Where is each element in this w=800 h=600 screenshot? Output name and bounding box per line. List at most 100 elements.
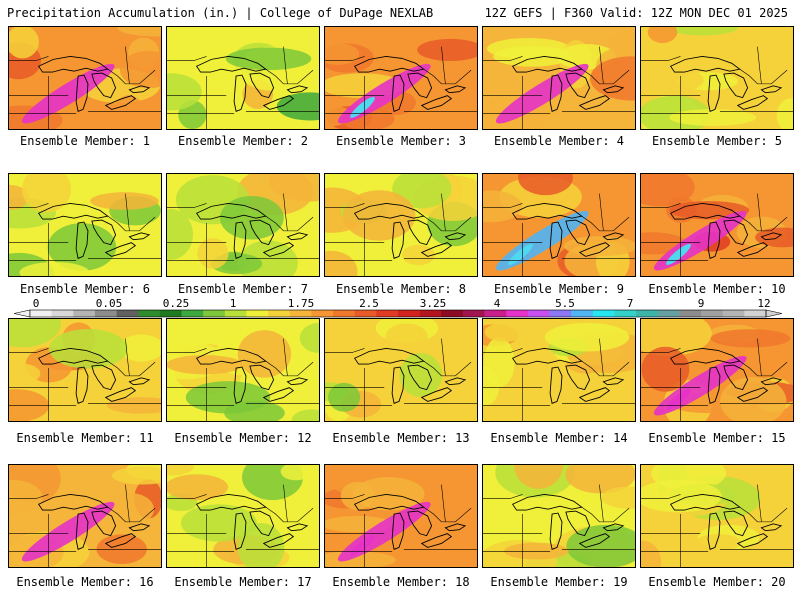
colorbar-segment: [268, 310, 291, 317]
border-line: [283, 338, 288, 376]
colorbar-segment: [592, 310, 615, 317]
border-line: [441, 484, 446, 522]
lake-outline: [37, 55, 109, 73]
lake-outline: [444, 377, 467, 386]
colorbar-segment: [311, 310, 334, 317]
precip-blob: [608, 30, 635, 53]
precip-blob: [342, 190, 416, 241]
colorbar-segment: [51, 310, 74, 317]
colorbar-segment: [203, 310, 226, 317]
precip-blob: [399, 353, 443, 397]
border-line: [325, 56, 365, 61]
precip-map: [9, 27, 161, 129]
precip-map: [325, 174, 477, 276]
precip-blob: [22, 174, 71, 213]
colorbar-segment: [462, 310, 485, 317]
precip-map: [641, 319, 793, 421]
precip-blob: [483, 337, 515, 388]
lake-outline: [511, 493, 583, 511]
lake-outline: [578, 533, 611, 548]
lake-outline: [760, 232, 783, 241]
colorbar-min-arrow: [13, 309, 31, 318]
lake-outline: [233, 512, 247, 550]
precip-map: [325, 27, 477, 129]
lake-outline: [104, 95, 137, 110]
precip-blob: [47, 223, 117, 271]
border-line: [423, 506, 472, 523]
ensemble-panel: [482, 464, 636, 568]
ensemble-panel: [166, 464, 320, 568]
precip-blob: [641, 319, 712, 357]
lake-outline: [549, 366, 563, 404]
precip-blob: [710, 329, 791, 348]
precip-map: [167, 174, 319, 276]
lake-outline: [420, 533, 453, 548]
lake-outline: [249, 510, 275, 537]
precip-map: [167, 319, 319, 421]
border-line: [483, 56, 523, 61]
ensemble-member-label: Ensemble Member: 18: [332, 575, 470, 589]
precip-blob: [9, 27, 39, 59]
ensemble-member-label: Ensemble Member: 9: [493, 282, 625, 296]
ensemble-member-label: Ensemble Member: 1: [19, 134, 151, 148]
title-text: Precipitation Accumulation (in.) | Colle…: [7, 6, 434, 20]
lake-outline: [391, 221, 405, 259]
lake-outline: [391, 512, 405, 550]
precip-blob: [483, 190, 522, 223]
border-line: [107, 506, 156, 523]
lake-outline: [249, 72, 275, 99]
precip-blob: [111, 95, 146, 129]
lake-outline: [233, 366, 247, 404]
ensemble-member-label: Ensemble Member: 15: [648, 431, 786, 445]
lake-outline: [444, 85, 467, 94]
lake-outline: [669, 493, 741, 511]
border-line: [283, 484, 288, 522]
precip-blob: [641, 479, 722, 513]
precip-blob: [340, 481, 375, 511]
border-line: [483, 203, 523, 208]
colorbar-segment: [679, 310, 702, 317]
colorbar-segment: [116, 310, 139, 317]
ensemble-panel: [8, 318, 162, 422]
precip-blob: [280, 465, 312, 481]
ensemble-member-label: Ensemble Member: 20: [648, 575, 786, 589]
colorbar-segment: [722, 310, 745, 317]
lake-outline: [669, 55, 741, 73]
lake-outline: [104, 533, 137, 548]
lake-outline: [707, 366, 721, 404]
precip-blob: [565, 465, 635, 494]
lake-outline: [353, 202, 425, 220]
ensemble-member-label: Ensemble Member: 19: [490, 575, 628, 589]
precip-blob: [665, 27, 739, 36]
border-line: [757, 338, 762, 376]
precip-map: [641, 27, 793, 129]
colorbar-segment: [571, 310, 594, 317]
border-line: [599, 484, 604, 522]
ensemble-member-label: Ensemble Member: 6: [19, 282, 151, 296]
border-line: [599, 46, 604, 84]
ensemble-member-label: Ensemble Member: 11: [16, 431, 154, 445]
lake-outline: [286, 232, 309, 241]
border-line: [125, 46, 130, 84]
precip-blob: [167, 465, 194, 476]
ensemble-panel: [8, 464, 162, 568]
lake-outline: [286, 85, 309, 94]
ensemble-member-label: Ensemble Member: 7: [177, 282, 309, 296]
precip-core: [350, 96, 375, 118]
ensemble-panel: [166, 173, 320, 277]
colorbar-segment: [73, 310, 96, 317]
colorbar-segment: [333, 310, 356, 317]
border-line: [483, 348, 523, 353]
border-line: [739, 68, 788, 85]
ensemble-panel: [166, 26, 320, 130]
colorbar-segment: [138, 310, 161, 317]
precip-map: [641, 465, 793, 567]
border-line: [423, 68, 472, 85]
border-line: [739, 215, 788, 232]
border-line: [325, 494, 365, 499]
precip-core: [508, 243, 533, 265]
ensemble-panel: [166, 318, 320, 422]
lake-outline: [286, 377, 309, 386]
lake-outline: [578, 242, 611, 257]
ensemble-panel: [8, 26, 162, 130]
